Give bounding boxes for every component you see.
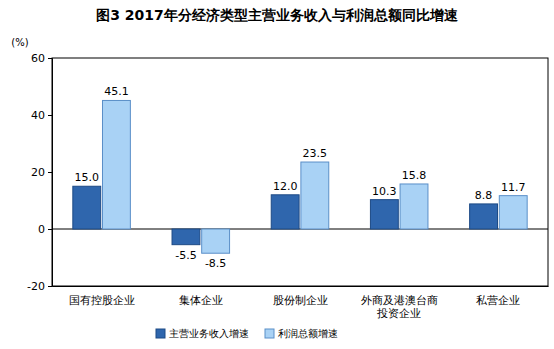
y-tick-label: 40 — [31, 109, 45, 122]
bar — [271, 195, 299, 229]
x-tick: 集体企业 — [179, 294, 223, 307]
y-tick-mark — [48, 115, 52, 116]
y-tick: 20 — [31, 166, 52, 179]
y-tick-label: 60 — [31, 52, 45, 65]
legend-label: 利润总额增速 — [278, 328, 338, 339]
y-tick-mark — [48, 172, 52, 173]
x-axis: 国有控股企业 集体企业 股份制企业 外商及港澳台商投资企业 私营企业 — [53, 287, 549, 321]
bar — [102, 100, 130, 229]
data-label: -5.5 — [175, 249, 196, 262]
bar — [301, 162, 329, 229]
bar — [73, 186, 101, 229]
data-labels: 15.0 -5.5 12.0 10.3 8.8 45.1 -8.5 23.5 15.8 11.7 — [75, 85, 526, 270]
data-label: 15.8 — [402, 169, 427, 182]
title: 图3 2017年分经济类型主营业务收入与利润总额同比增速 — [96, 7, 459, 23]
bars — [73, 100, 527, 253]
y-tick-label: -20 — [27, 280, 45, 293]
data-label: 12.0 — [273, 180, 298, 193]
x-tick-label: 国有控股企业 — [69, 294, 135, 307]
x-axis-line — [53, 286, 549, 287]
x-tick: 私营企业 — [476, 294, 520, 307]
bar — [172, 229, 200, 245]
chart: 图3 2017年分经济类型主营业务收入与利润总额同比增速 (%) -20 0 20 40 6… — [0, 0, 554, 349]
legend: 主营业务收入增速 利润总额增速 — [156, 328, 338, 339]
bar — [499, 196, 527, 229]
data-label: 23.5 — [303, 147, 328, 160]
y-tick-mark — [48, 58, 52, 59]
x-tick: 股份制企业 — [273, 294, 328, 307]
y-tick: 40 — [31, 109, 52, 122]
data-label: 45.1 — [104, 85, 129, 98]
bar — [400, 184, 428, 229]
y-tick-mark — [48, 229, 52, 230]
y-tick-mark — [48, 286, 52, 287]
y-tick-label: 0 — [38, 223, 45, 236]
bar — [470, 204, 498, 229]
x-tick: 外商及港澳台商投资企业 — [361, 294, 438, 320]
y-tick: 0 — [38, 223, 52, 236]
x-tick-label: 私营企业 — [476, 294, 520, 307]
data-label: 8.8 — [475, 189, 493, 202]
data-label: 11.7 — [501, 181, 526, 194]
y-axis: -20 0 20 40 60 — [27, 52, 52, 293]
x-tick-label: 外商及港澳台商投资企业 — [361, 294, 438, 320]
legend-item: 利润总额增速 — [265, 328, 338, 339]
data-label: 15.0 — [75, 171, 100, 184]
legend-label: 主营业务收入增速 — [169, 328, 249, 339]
plot-frame — [52, 58, 548, 286]
y-axis-line — [48, 59, 53, 287]
bar — [370, 200, 398, 229]
data-label: 10.3 — [372, 185, 397, 198]
data-label: -8.5 — [205, 257, 226, 270]
x-tick-label: 集体企业 — [179, 294, 223, 307]
bar — [202, 229, 230, 253]
y-axis-label: (%) — [11, 37, 28, 48]
legend-item: 主营业务收入增速 — [156, 328, 249, 339]
x-tick-label: 股份制企业 — [273, 294, 328, 307]
legend-swatch — [265, 329, 274, 338]
y-tick: -20 — [27, 280, 52, 293]
x-tick: 国有控股企业 — [69, 294, 135, 307]
y-tick-label: 20 — [31, 166, 45, 179]
series-bars — [102, 100, 527, 253]
series-bars — [73, 186, 498, 244]
y-tick: 60 — [31, 52, 52, 65]
legend-swatch — [156, 329, 165, 338]
